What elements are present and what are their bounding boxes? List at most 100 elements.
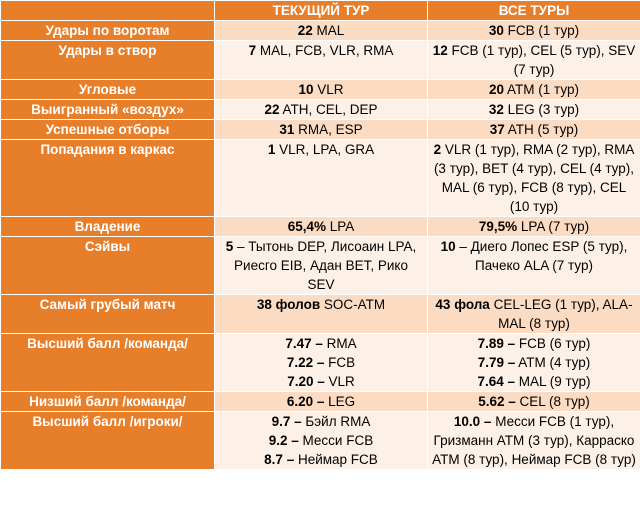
value-number: 7.20 – [287,374,325,389]
value-detail: VLR, LPA, GRA [275,142,375,157]
current-round-cell: 38 фолов SOC-ATM [214,294,428,334]
value-detail: – Диего Лопес ESP (5 тур), Пачеко ALA (7… [455,239,628,273]
value-detail: RMA, ESP [294,122,363,137]
table-row: Попадания в каркас 1 VLR, LPA, GRA 2 VLR (… [0,139,640,217]
current-round-cell: 7.47 – RMA 7.22 – FCB 7.20 – VLR [214,333,428,392]
current-round-cell: 6.20 – LEG [214,391,428,412]
value-detail: Месси FCB (1 тур), Гризманн ATM (3 тур),… [432,414,636,467]
header-row: ТЕКУЩИЙ ТУР ВСЕ ТУРЫ [0,0,640,21]
all-rounds-cell: 20 ATM (1 тур) [427,79,640,100]
value-line: 5 – Тытонь DEP, Лисоаин LPA, Риесго EIB,… [219,237,423,294]
row-label: Самый грубый матч [0,294,215,334]
value-number: 22 [264,102,280,117]
value-line: 5.62 – CEL (8 тур) [432,392,636,411]
row-label: Сэйвы [0,236,215,295]
all-rounds-cell: 79,5% LPA (7 тур) [427,216,640,237]
value-detail: Бэйл RMA [301,414,371,429]
value-number: 9.2 – [268,433,299,448]
value-line: 38 фолов SOC-ATM [219,295,423,314]
all-rounds-cell: 5.62 – CEL (8 тур) [427,391,640,412]
current-round-cell: 31 RMA, ESP [214,119,428,140]
value-detail: LPA [326,219,355,234]
all-rounds-cell: 2 VLR (1 тур), RMA (2 тур), RMA (3 тур),… [427,139,640,217]
table-row: Владение 65,4% LPA 79,5% LPA (7 тур) [0,216,640,237]
row-label: Высший балл /игроки/ [0,411,215,470]
value-number: 32 [488,102,504,117]
all-rounds-cell: 43 фола CEL-LEG (1 тур), ALA-MAL (8 тур) [427,294,640,334]
table-row: Удары по воротам 22 MAL 30 FCB (1 тур) [0,20,640,41]
current-round-cell: 10 VLR [214,79,428,100]
value-number: 43 фола [435,297,490,312]
value-number: 7.79 – [477,355,516,370]
stats-table: ТЕКУЩИЙ ТУР ВСЕ ТУРЫ Удары по воротам 22 … [0,0,640,470]
table-row: Сэйвы 5 – Тытонь DEP, Лисоаин LPA, Риесго… [0,236,640,295]
current-round-cell: 5 – Тытонь DEP, Лисоаин LPA, Риесго EIB,… [214,236,428,295]
header-current-round: ТЕКУЩИЙ ТУР [214,0,428,21]
value-line: 32 LEG (3 тур) [432,100,636,119]
current-round-cell: 1 VLR, LPA, GRA [214,139,428,217]
current-round-cell: 65,4% LPA [214,216,428,237]
table-row: Угловые 10 VLR 20 ATM (1 тур) [0,79,640,100]
current-round-cell: 22 MAL [214,20,428,41]
row-label: Владение [0,216,215,237]
value-line: 10 – Диего Лопес ESP (5 тур), Пачеко ALA… [432,237,636,275]
value-number: 38 фолов [256,297,321,312]
value-number: 9.7 – [271,414,302,429]
value-number: 6.20 – [286,394,325,409]
value-line: 65,4% LPA [219,217,423,236]
value-detail: Неймар FCB [294,452,378,467]
row-label: Выигранный «воздух» [0,99,215,120]
value-detail: CEL-LEG (1 тур), ALA-MAL (8 тур) [489,297,633,331]
value-line: 10 VLR [219,80,423,99]
row-label: Низший балл /команда/ [0,391,215,412]
value-line: 7.64 – MAL (9 тур) [432,372,636,391]
table-row: Низший балл /команда/6.20 – LEG 5.62 – CE… [0,391,640,412]
value-line: 79,5% LPA (7 тур) [432,217,636,236]
value-detail: RMA [322,336,357,351]
stats-body: Удары по воротам 22 MAL 30 FCB (1 тур) Удар… [0,20,640,470]
row-label: Удары в створ [0,40,215,80]
table-row: Успешные отборы 31 RMA, ESP 37 ATH (5 тур) [0,119,640,140]
all-rounds-cell: 32 LEG (3 тур) [427,99,640,120]
value-line: 30 FCB (1 тур) [432,21,636,40]
value-number: 20 [489,82,505,97]
all-rounds-cell: 30 FCB (1 тур) [427,20,640,41]
value-number: 79,5% [478,219,518,234]
value-number: 30 [488,23,504,38]
value-detail: Месси FCB [298,433,374,448]
value-line: 7.89 – FCB (6 тур) [432,334,636,353]
value-line: 8.7 – Неймар FCB [219,450,423,469]
value-line: 7.22 – FCB [219,353,423,372]
all-rounds-cell: 10.0 – Месси FCB (1 тур), Гризманн ATM (… [427,411,640,470]
value-number: 7.47 – [285,336,323,351]
all-rounds-cell: 12 FCB (1 тур), CEL (5 тур), SEV (7 тур) [427,40,640,80]
value-line: 7.20 – VLR [219,372,423,391]
value-number: 10 [298,82,314,97]
value-number: 37 [489,122,505,137]
value-detail: FCB (1 тур), CEL (5 тур), SEV (7 тур) [447,43,636,77]
value-number: 12 [432,43,448,58]
value-number: 5.62 – [478,394,516,409]
value-detail: FCB (6 тур) [515,336,591,351]
value-number: 5 [225,239,234,254]
table-row: Выигранный «воздух» 22 ATH, CEL, DEP 32 LE… [0,99,640,120]
value-detail: CEL (8 тур) [515,394,590,409]
value-number: 7.64 – [477,374,516,389]
value-number: 7.22 – [286,355,325,370]
value-detail: ATM (1 тур) [504,82,579,97]
value-detail: MAL, FCB, VLR, RMA [256,43,394,58]
table-row: Высший балл /команда/7.47 – RMA 7.22 – FC… [0,333,640,392]
value-line: 37 ATH (5 тур) [432,120,636,139]
value-line: 2 VLR (1 тур), RMA (2 тур), RMA (3 тур),… [432,140,636,216]
value-number: 2 [433,142,442,157]
value-detail: MAL (9 тур) [515,374,591,389]
value-detail: LEG (3 тур) [503,102,580,117]
value-line: 1 VLR, LPA, GRA [219,140,423,159]
row-label: Попадания в каркас [0,139,215,217]
value-detail: MAL [312,23,345,38]
table-row: Высший балл /игроки/9.7 – Бэйл RMA 9.2 – … [0,411,640,470]
value-number: 65,4% [287,219,326,234]
current-round-cell: 22 ATH, CEL, DEP [214,99,428,120]
value-number: 7 [248,43,257,58]
value-line: 7.79 – ATM (4 тур) [432,353,636,372]
